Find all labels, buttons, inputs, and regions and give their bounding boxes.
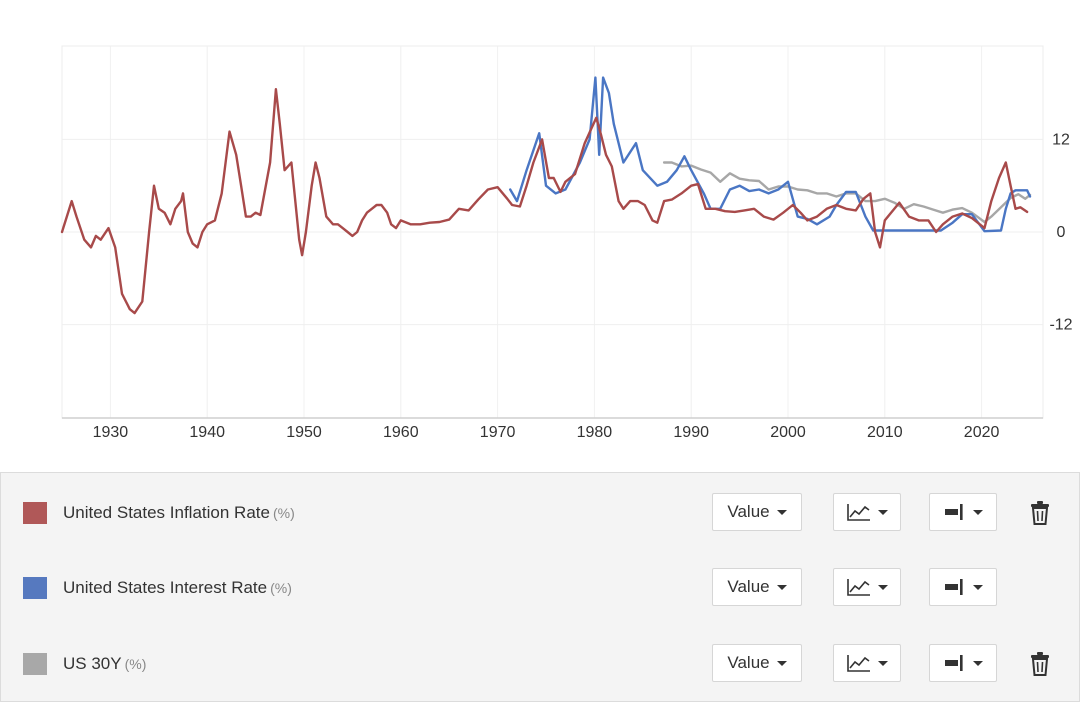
x-tick-label: 1980 [577, 424, 613, 441]
legend-row: US 30Y (%) Value [1, 644, 1079, 684]
series-color-swatch[interactable] [23, 502, 47, 524]
line-chart-icon [846, 504, 870, 521]
caret-down-icon [877, 660, 888, 666]
series-name-label: United States Inflation Rate (%) [63, 503, 295, 523]
trash-icon[interactable] [1029, 651, 1051, 677]
series-name-label: US 30Y (%) [63, 654, 146, 674]
caret-down-icon [776, 509, 787, 515]
caret-down-icon [972, 660, 983, 666]
right-axis-icon [944, 579, 963, 595]
right-axis-icon [944, 504, 963, 520]
series-legend-panel: United States Inflation Rate (%) Value Unit… [0, 472, 1080, 702]
y-tick-label: 12 [1052, 131, 1070, 148]
value-dropdown[interactable]: Value [712, 493, 802, 531]
axis-side-dropdown[interactable] [929, 644, 997, 682]
series-line-united-states-interest-rate [509, 76, 1032, 233]
x-tick-label: 1990 [673, 424, 709, 441]
caret-down-icon [877, 584, 888, 590]
line-chart-icon [846, 579, 870, 596]
x-tick-label: 1960 [383, 424, 419, 441]
caret-down-icon [776, 660, 787, 666]
chart-area: 1930 1940 1950 1960 1970 1980 1990 2000 2010 2020… [60, 45, 1073, 441]
chart-type-dropdown[interactable] [833, 493, 901, 531]
series-unit: (%) [272, 505, 295, 521]
series-unit: (%) [270, 580, 292, 596]
x-tick-label: 2020 [964, 424, 1000, 441]
axis-side-dropdown[interactable] [929, 568, 997, 606]
x-tick-label: 1950 [286, 424, 322, 441]
caret-down-icon [776, 584, 787, 590]
line-chart: 1930 1940 1950 1960 1970 1980 1990 2000 2010 2020… [60, 45, 1073, 441]
value-dropdown-label: Value [727, 502, 770, 521]
x-tick-label: 1940 [189, 424, 225, 441]
caret-down-icon [877, 509, 888, 515]
series-unit: (%) [124, 656, 147, 672]
series-name: US 30Y [63, 654, 122, 673]
series-name-label: United States Interest Rate (%) [63, 578, 292, 598]
series-color-swatch[interactable] [23, 653, 47, 675]
value-dropdown[interactable]: Value [712, 644, 802, 682]
series-line-united-states-inflation-rate [60, 87, 1029, 315]
x-tick-label: 1970 [480, 424, 516, 441]
value-dropdown[interactable]: Value [712, 568, 802, 606]
legend-row: United States Interest Rate (%) Value [1, 568, 1079, 608]
y-tick-label: -12 [1049, 317, 1072, 334]
axis-side-dropdown[interactable] [929, 493, 997, 531]
series-line-us-30y [662, 161, 1032, 224]
value-dropdown-label: Value [727, 653, 770, 672]
chart-type-dropdown[interactable] [833, 568, 901, 606]
x-tick-label: 1930 [93, 424, 129, 441]
x-tick-label: 2000 [770, 424, 806, 441]
x-tick-label: 2010 [867, 424, 903, 441]
caret-down-icon [972, 509, 983, 515]
chart-type-dropdown[interactable] [833, 644, 901, 682]
series-color-swatch[interactable] [23, 577, 47, 599]
right-axis-icon [944, 655, 963, 671]
value-dropdown-label: Value [727, 577, 770, 596]
series-name: United States Interest Rate [63, 578, 268, 597]
trash-icon[interactable] [1029, 500, 1051, 526]
legend-row: United States Inflation Rate (%) Value [1, 493, 1079, 533]
series-name: United States Inflation Rate [63, 503, 270, 522]
caret-down-icon [972, 584, 983, 590]
y-tick-label: 0 [1057, 224, 1066, 241]
line-chart-icon [846, 655, 870, 672]
